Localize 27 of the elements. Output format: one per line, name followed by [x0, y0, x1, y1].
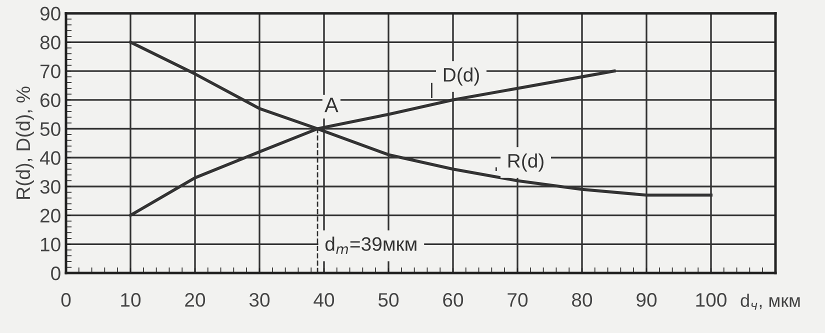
x-tick-label: 100	[696, 293, 726, 307]
y-tick-label: 10	[40, 238, 60, 252]
y-tick-label: 50	[40, 122, 60, 136]
x-tick-label: 90	[636, 293, 657, 307]
x-tick-label: 0	[61, 293, 71, 307]
legend-label: R(d)	[508, 153, 544, 172]
y-tick-label: 0	[51, 266, 60, 280]
y-tick-label: 30	[40, 180, 60, 194]
y-tick-label: 90	[40, 6, 60, 21]
y-tick-label: 70	[40, 64, 60, 78]
x-tick-label: 20	[185, 293, 206, 307]
y-tick-label: 60	[40, 93, 60, 108]
x-tick-label: 50	[378, 293, 399, 307]
ref-line-label: d$_{m}$=39мкм	[325, 236, 416, 254]
x-tick-label: 40	[314, 293, 334, 307]
y-tick-label: 20	[40, 208, 60, 223]
x-tick-label: 80	[572, 293, 592, 307]
annotation: A	[324, 98, 338, 112]
y-tick-label: 80	[40, 36, 60, 50]
x-tick-label: 10	[121, 293, 141, 307]
series-label: D(d)	[444, 67, 479, 86]
y-tick-label: 40	[40, 151, 60, 165]
x-tick-label: 60	[443, 293, 464, 307]
x-tick-label: 70	[508, 293, 528, 307]
x-tick-label: 30	[249, 293, 270, 307]
y-axis-title: R(d), D(d), %	[16, 86, 34, 199]
x-axis-title: d$_{ч}$, мкм	[740, 294, 800, 310]
